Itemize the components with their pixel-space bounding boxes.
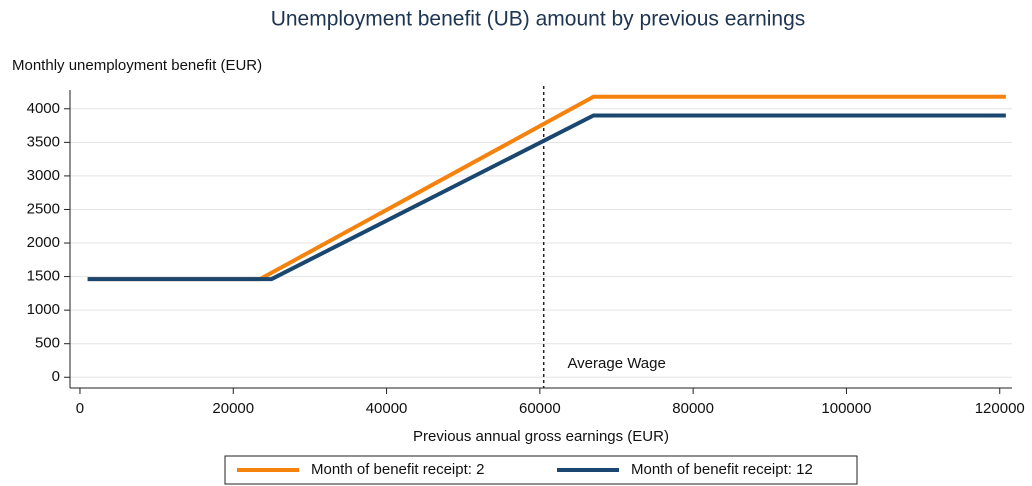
- x-tick-label: 60000: [519, 400, 561, 417]
- x-tick-label: 100000: [821, 400, 871, 417]
- series-line: [87, 113, 1006, 282]
- y-tick-label: 0: [52, 368, 60, 385]
- x-tick-label: 80000: [672, 400, 714, 417]
- y-tick-label: 4000: [27, 100, 60, 117]
- legend-box: [224, 455, 858, 485]
- y-tick-label: 2500: [27, 200, 60, 217]
- y-tick-label: 3500: [27, 133, 60, 150]
- y-tick-label: 1000: [27, 301, 60, 318]
- x-tick-label: 20000: [212, 400, 254, 417]
- y-tick-label: 3000: [27, 167, 60, 184]
- y-axis-label: Monthly unemployment benefit (EUR): [12, 57, 262, 74]
- legend-label: Month of benefit receipt: 2: [311, 461, 484, 478]
- x-tick-label: 120000: [975, 400, 1025, 417]
- y-tick-label: 500: [35, 335, 60, 352]
- y-tick-label: 2000: [27, 234, 60, 251]
- x-tick-label: 40000: [366, 400, 408, 417]
- legend-label: Month of benefit receipt: 12: [631, 461, 813, 478]
- y-tick-label: 1500: [27, 268, 60, 285]
- chart-title: Unemployment benefit (UB) amount by prev…: [271, 8, 806, 31]
- annotation: Average Wage: [567, 355, 665, 372]
- x-axis-label: Previous annual gross earnings (EUR): [413, 428, 669, 445]
- x-tick-label: 0: [76, 400, 84, 417]
- series-line: [87, 94, 1006, 282]
